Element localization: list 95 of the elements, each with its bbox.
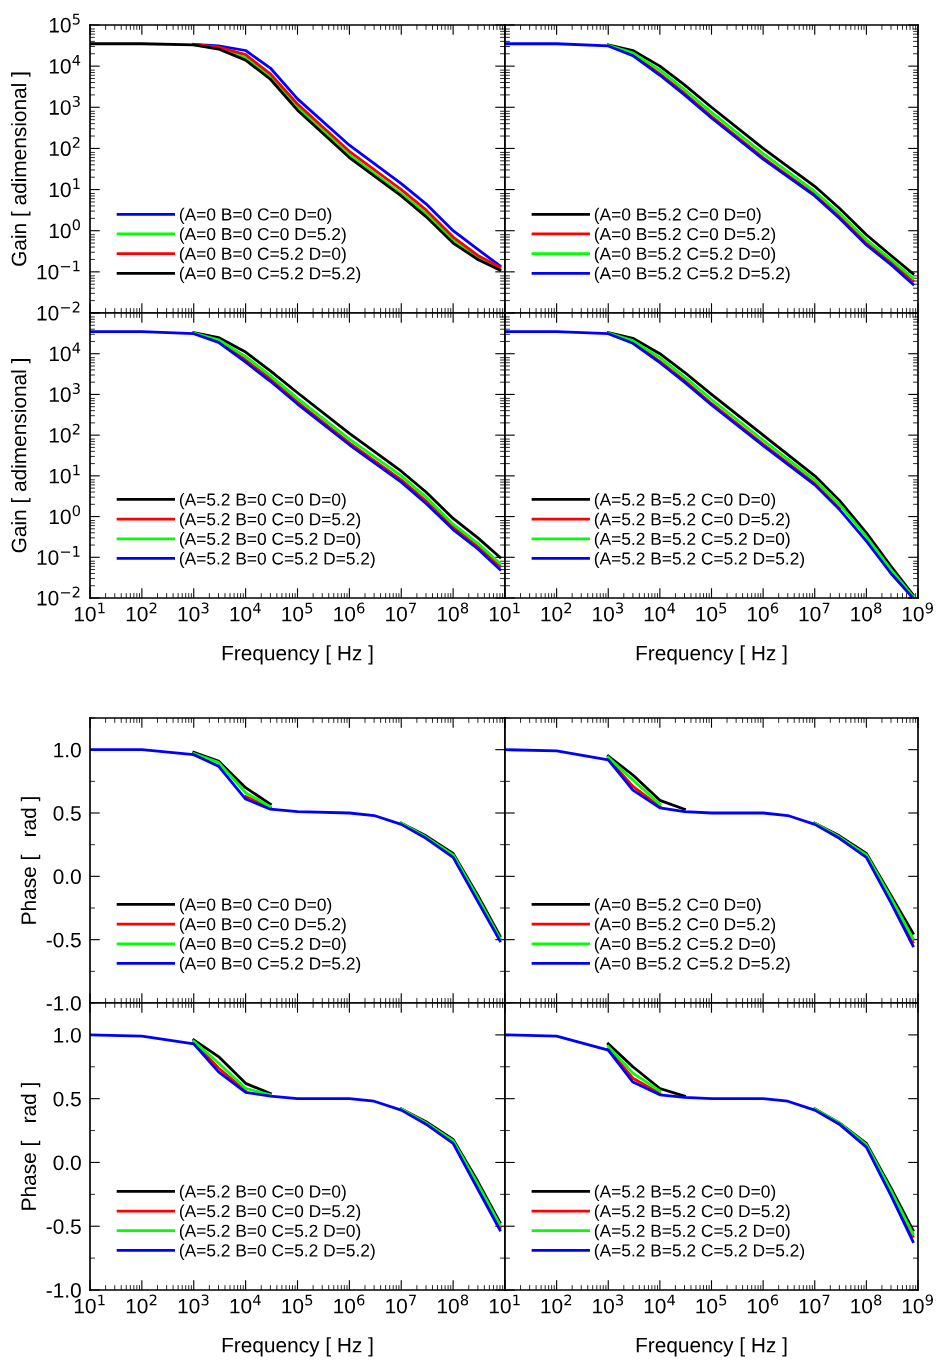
x-tick-label: 10$^{9}$ xyxy=(902,1294,933,1314)
x-axis-title: Frequency [ Hz ] xyxy=(636,1337,787,1357)
legend-label: (A=0 B=0 C=5.2 D=5.2) xyxy=(179,266,361,283)
x-axis-title: Frequency [ Hz ] xyxy=(222,1337,373,1357)
legend-label: (A=0 B=0 C=5.2 D=0) xyxy=(179,937,346,954)
x-tick-label: 10$^{8}$ xyxy=(438,1294,469,1314)
y-tick-label: 10$^{5}$ xyxy=(49,13,80,33)
legend-label: (A=5.2 B=0 C=5.2 D=0) xyxy=(179,1224,361,1241)
y-tick-label: -1.0 xyxy=(46,996,81,1011)
legend-label: (A=0 B=0 C=0 D=5.2) xyxy=(179,227,346,244)
x-tick-label: 10$^{7}$ xyxy=(799,602,830,622)
y-axis-title: Gain [ adimensional ] xyxy=(11,72,31,266)
legend-label: (A=0 B=5.2 C=0 D=0) xyxy=(594,207,761,224)
legend-label: (A=0 B=0 C=5.2 D=5.2) xyxy=(179,956,361,974)
legend-label: (A=0 B=5.2 C=0 D=0) xyxy=(594,897,761,915)
x-tick-label: 10$^{8}$ xyxy=(438,602,469,622)
y-tick-label: 10$^{2}$ xyxy=(49,423,80,443)
x-tick-label: 10$^{6}$ xyxy=(748,1294,779,1314)
legend-label: (A=5.2 B=0 C=0 D=0) xyxy=(179,1184,346,1202)
x-tick-label: 10$^{3}$ xyxy=(593,1294,624,1314)
legend-label: (A=5.2 B=0 C=5.2 D=0) xyxy=(179,532,361,549)
y-tick-label: 10$^{0}$ xyxy=(49,505,81,525)
y-tick-label: 10$^{2}$ xyxy=(49,137,80,157)
x-tick-label: 10$^{7}$ xyxy=(386,1294,416,1314)
x-tick-label: 10$^{6}$ xyxy=(334,1294,365,1314)
legend-label: (A=0 B=0 C=0 D=0) xyxy=(179,207,332,224)
legend-label: (A=0 B=5.2 C=5.2 D=5.2) xyxy=(594,956,790,974)
x-tick-label: 10$^{8}$ xyxy=(851,602,882,622)
legend-label: (A=5.2 B=5.2 C=0 D=0) xyxy=(594,1184,776,1202)
x-axis-title: Frequency [ Hz ] xyxy=(222,645,373,665)
legend-label: (A=0 B=0 C=5.2 D=0) xyxy=(179,247,346,264)
legend-label: (A=5.2 B=0 C=0 D=5.2) xyxy=(179,1204,361,1221)
x-tick-label: 10$^{6}$ xyxy=(334,602,365,622)
x-tick-label: 10$^{2}$ xyxy=(541,602,572,622)
y-tick-label: -0.5 xyxy=(46,1219,81,1234)
x-tick-label: 10$^{2}$ xyxy=(541,1294,572,1314)
legend-label: (A=5.2 B=5.2 C=0 D=5.2) xyxy=(594,1204,790,1221)
x-tick-label: 10$^{3}$ xyxy=(593,602,624,622)
x-tick-label: 10$^{4}$ xyxy=(644,602,676,622)
y-tick-label: 10$^{1}$ xyxy=(49,464,80,484)
y-tick-label: 0.5 xyxy=(53,1091,81,1107)
legend-label: (A=0 B=5.2 C=5.2 D=0) xyxy=(594,937,776,954)
y-axis-title: Phase [ rad ] xyxy=(20,797,41,924)
x-tick-label: 10$^{3}$ xyxy=(178,1294,209,1314)
y-tick-label: 10$^{1}$ xyxy=(49,178,80,198)
x-tick-label: 10$^{1}$ xyxy=(489,602,520,622)
legend-label: (A=5.2 B=0 C=0 D=5.2) xyxy=(179,512,361,529)
y-tick-label: 10$^{−1}$ xyxy=(37,546,80,565)
legend-label: (A=0 B=0 C=0 D=0) xyxy=(179,897,332,915)
x-tick-label: 10$^{1}$ xyxy=(489,1294,520,1314)
legend-label: (A=5.2 B=5.2 C=5.2 D=5.2) xyxy=(594,551,805,569)
x-tick-label: 10$^{5}$ xyxy=(696,602,727,622)
legend-label: (A=0 B=0 C=0 D=5.2) xyxy=(179,917,346,934)
x-tick-label: 10$^{5}$ xyxy=(282,1294,313,1314)
x-tick-label: 10$^{2}$ xyxy=(126,602,157,622)
y-tick-label: 0.0 xyxy=(53,1155,81,1171)
legend-label: (A=0 B=5.2 C=5.2 D=0) xyxy=(594,247,776,264)
x-axis-title: Frequency [ Hz ] xyxy=(636,645,787,665)
legend-label: (A=0 B=5.2 C=0 D=5.2) xyxy=(594,917,776,934)
y-tick-label: 1.0 xyxy=(54,742,81,758)
y-axis-title: Phase [ rad ] xyxy=(20,1083,41,1210)
y-tick-label: -0.5 xyxy=(46,932,81,948)
y-tick-label: 10$^{0}$ xyxy=(49,219,81,239)
y-tick-label: 1.0 xyxy=(54,1027,81,1043)
x-tick-label: 10$^{7}$ xyxy=(799,1294,830,1314)
legend-label: (A=5.2 B=0 C=0 D=0) xyxy=(179,492,346,510)
y-tick-label: 10$^{−1}$ xyxy=(37,260,80,280)
legend-label: (A=5.2 B=5.2 C=5.2 D=5.2) xyxy=(594,1243,805,1261)
y-tick-label: 10$^{3}$ xyxy=(49,383,80,403)
x-tick-label: 10$^{6}$ xyxy=(748,602,779,622)
y-tick-label: 10$^{3}$ xyxy=(49,95,80,115)
y-tick-label: 0.0 xyxy=(53,869,81,885)
x-tick-label: 10$^{8}$ xyxy=(851,1294,882,1314)
x-tick-label: 10$^{2}$ xyxy=(126,1294,157,1314)
legend-label: (A=0 B=5.2 C=0 D=5.2) xyxy=(594,227,776,244)
legend-label: (A=0 B=5.2 C=5.2 D=5.2) xyxy=(594,266,790,283)
x-tick-label: 10$^{4}$ xyxy=(230,1294,261,1314)
legend-label: (A=5.2 B=5.2 C=5.2 D=0) xyxy=(594,532,790,549)
y-axis-title: Gain [ adimensional ] xyxy=(11,359,31,553)
legend-label: (A=5.2 B=0 C=5.2 D=5.2) xyxy=(179,1243,375,1261)
y-tick-label: 10$^{4}$ xyxy=(49,54,81,74)
x-tick-label: 10$^{7}$ xyxy=(386,602,416,622)
y-tick-label: 0.5 xyxy=(53,806,81,821)
x-tick-label: 10$^{3}$ xyxy=(178,602,209,622)
x-tick-label: 10$^{9}$ xyxy=(902,602,933,622)
x-tick-label: 10$^{4}$ xyxy=(230,602,261,622)
legend-label: (A=5.2 B=5.2 C=5.2 D=0) xyxy=(594,1224,790,1241)
legend-label: (A=5.2 B=0 C=5.2 D=5.2) xyxy=(179,551,375,569)
x-tick-label: 10$^{5}$ xyxy=(696,1294,727,1314)
y-tick-label: 10$^{4}$ xyxy=(49,342,81,362)
legend-label: (A=5.2 B=5.2 C=0 D=0) xyxy=(594,492,776,510)
x-tick-label: 10$^{5}$ xyxy=(282,602,313,622)
y-tick-label: 10$^{−2}$ xyxy=(37,301,80,321)
legend-label: (A=5.2 B=5.2 C=0 D=5.2) xyxy=(594,512,790,529)
x-tick-label: 10$^{4}$ xyxy=(644,1294,676,1314)
